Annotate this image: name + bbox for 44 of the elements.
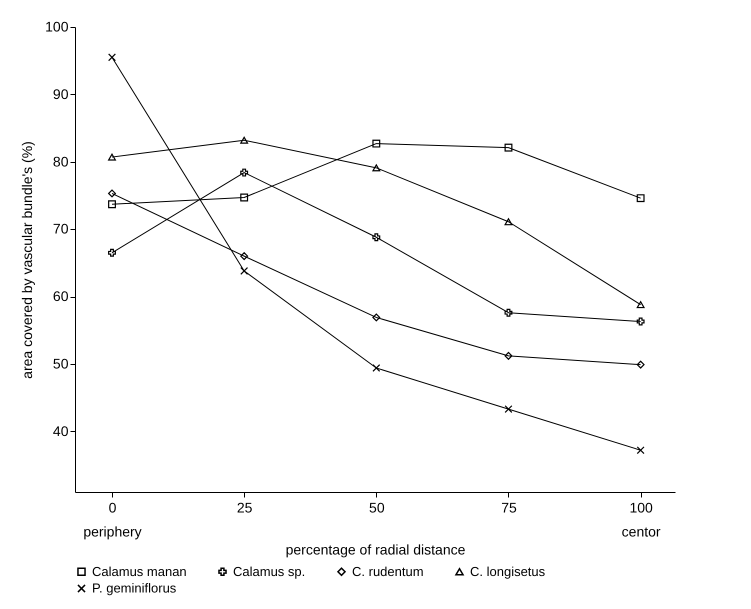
- y-tick-label: 100: [45, 18, 69, 34]
- point: [108, 248, 116, 257]
- point: [372, 364, 380, 372]
- point: [108, 154, 116, 161]
- point: [504, 308, 512, 317]
- point: [372, 164, 380, 172]
- y-tick-label: 40: [52, 422, 69, 439]
- point: [636, 194, 645, 202]
- point: [240, 168, 248, 177]
- y-tick-label: 50: [52, 355, 69, 372]
- x-tick-label: 0 periphery: [83, 500, 142, 540]
- point: [504, 405, 512, 414]
- y-tick-label: 60: [52, 288, 69, 304]
- point: [108, 200, 116, 208]
- x-tick-label: 100 centor: [622, 500, 661, 540]
- point: [108, 190, 116, 198]
- point: [636, 318, 645, 326]
- point: [504, 144, 512, 152]
- point: [372, 140, 380, 148]
- point: [372, 314, 380, 322]
- x-axis-title: percentage of radial distance: [286, 542, 466, 558]
- legend-label: Calamus sp.: [233, 564, 306, 579]
- point: [240, 252, 248, 260]
- legend-label: C. rudentum: [352, 564, 424, 579]
- y-tick-label: 70: [52, 220, 69, 237]
- legend-label: C. longisetus: [470, 564, 546, 579]
- point: [636, 360, 645, 369]
- y-tick-label: 80: [52, 153, 69, 170]
- point: [240, 267, 248, 275]
- y-tick-label: 90: [52, 86, 69, 102]
- x-tick-label: 75: [501, 500, 517, 516]
- point: [504, 218, 512, 226]
- point: [636, 446, 645, 454]
- point: [636, 301, 645, 308]
- legend-label: P. geminiflorus: [92, 580, 177, 596]
- y-axis-title: area covered by vascular bundle's (%): [19, 141, 36, 379]
- point: [504, 352, 512, 360]
- x-tick-label: 50: [369, 500, 385, 516]
- point: [372, 233, 380, 242]
- x-tick-label: 25: [236, 500, 253, 516]
- point: [240, 194, 248, 202]
- legend-label: Calamus manan: [92, 564, 187, 579]
- point: [240, 136, 248, 144]
- point: [108, 53, 116, 62]
